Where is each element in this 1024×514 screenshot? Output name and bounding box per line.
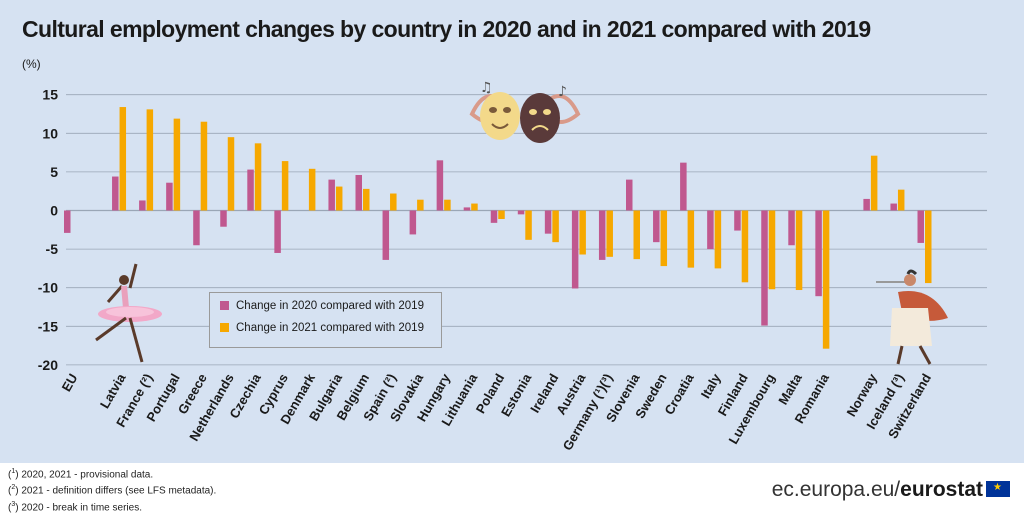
legend-item-2021: Change in 2021 compared with 2019 xyxy=(220,322,424,334)
svg-text:♫: ♫ xyxy=(480,80,493,96)
svg-text:♪: ♪ xyxy=(558,84,567,100)
footnote-3: (3) 2020 - break in time series. xyxy=(8,500,142,513)
legend-item-2020: Change in 2020 compared with 2019 xyxy=(220,300,424,312)
bar-2021 xyxy=(254,143,262,211)
bar-2020 xyxy=(598,210,606,260)
unit-label: (%) xyxy=(22,57,41,71)
bar-2021 xyxy=(363,188,370,211)
bar-2020 xyxy=(436,160,444,211)
bar-2021 xyxy=(687,210,695,268)
bar-2021 xyxy=(606,210,613,257)
ballet-dancer-icon xyxy=(95,263,162,363)
bar-2021 xyxy=(308,168,316,211)
bar-2021 xyxy=(390,193,397,211)
bar-2020 xyxy=(220,210,227,227)
bar-2020 xyxy=(274,210,281,253)
theatre-masks-icon: ♫ ♪ xyxy=(469,80,581,143)
bar-2021 xyxy=(281,161,289,211)
bar-2021 xyxy=(417,199,424,211)
bar-2020 xyxy=(139,200,146,211)
bar-2020 xyxy=(166,182,173,211)
bar-2020 xyxy=(490,210,498,223)
bar-2020 xyxy=(112,176,119,211)
bar-2020 xyxy=(382,210,390,260)
source-brand: eurostat xyxy=(900,478,983,501)
y-tick-label: -10 xyxy=(38,280,58,296)
bar-2021 xyxy=(870,155,878,211)
bar-2020 xyxy=(571,210,579,289)
source-credit: ec.europa.eu/eurostat xyxy=(772,478,1010,502)
y-tick-label: -20 xyxy=(38,357,58,373)
bar-2020 xyxy=(409,210,417,235)
bar-2021 xyxy=(552,210,559,243)
bar-2021 xyxy=(498,210,505,219)
bar-2020 xyxy=(653,210,660,243)
bar-2021 xyxy=(525,210,532,240)
bar-2021 xyxy=(444,199,451,211)
legend-swatch-2020 xyxy=(220,301,229,310)
bar-2021 xyxy=(471,203,478,211)
bar-2020 xyxy=(64,210,71,233)
bar-2021 xyxy=(795,210,803,291)
footnote-1: (1) 2020, 2021 - provisional data. xyxy=(8,468,154,481)
chart-title: Cultural employment changes by country i… xyxy=(22,16,871,42)
flute-player-icon xyxy=(876,269,948,365)
bar-2021 xyxy=(897,189,905,211)
y-tick-label: -5 xyxy=(46,241,59,257)
bar-2021 xyxy=(714,210,722,269)
bar-2020 xyxy=(355,174,362,211)
bar-2021 xyxy=(768,210,776,290)
y-tick-label: 15 xyxy=(42,87,58,103)
legend-label-2020: Change in 2020 compared with 2019 xyxy=(236,300,424,312)
bar-2021 xyxy=(579,210,586,255)
bar-2020 xyxy=(247,169,254,211)
bar-2020 xyxy=(761,210,768,326)
bar-2021 xyxy=(822,210,830,349)
y-tick-label: 5 xyxy=(50,164,58,180)
source-prefix: ec.europa.eu/ xyxy=(771,478,901,501)
bar-2020 xyxy=(544,210,552,234)
y-tick-label: 10 xyxy=(42,125,58,141)
footnotes: (1) 2020, 2021 - provisional data. (2) 2… xyxy=(8,465,216,514)
bar-2020 xyxy=(890,203,897,211)
bar-2021 xyxy=(119,107,127,211)
bar-2021 xyxy=(925,210,932,284)
bar-2020 xyxy=(917,210,924,243)
footnote-2: (2) 2021 - definition differs (see LFS m… xyxy=(8,484,217,497)
bar-2021 xyxy=(660,210,668,267)
bar-2021 xyxy=(227,137,235,211)
bar-2020 xyxy=(788,210,795,246)
bar-2021 xyxy=(200,121,208,211)
x-tick-label: Italy xyxy=(698,370,724,401)
y-tick-label: -15 xyxy=(38,318,58,334)
bar-2020 xyxy=(815,210,822,297)
bar-2020 xyxy=(193,210,200,246)
bar-2021 xyxy=(173,118,181,211)
bar-2020 xyxy=(707,210,714,250)
legend-swatch-2021 xyxy=(220,323,229,332)
bar-2021 xyxy=(335,186,343,211)
x-tick-label: EU xyxy=(59,371,81,394)
bar-2020 xyxy=(680,162,687,211)
y-tick-label: 0 xyxy=(50,203,58,219)
legend-label-2021: Change in 2021 compared with 2019 xyxy=(236,322,424,334)
chart-legend: Change in 2020 compared with 2019 Change… xyxy=(209,292,442,348)
chart-panel xyxy=(0,0,1024,463)
bar-2020 xyxy=(328,179,335,211)
bar-2020 xyxy=(734,210,741,231)
bar-2021 xyxy=(633,210,640,260)
bar-2020 xyxy=(626,179,633,211)
bar-2020 xyxy=(863,198,870,211)
eu-flag-icon xyxy=(986,481,1010,497)
bar-2020 xyxy=(517,210,525,215)
bar-2021 xyxy=(146,109,154,211)
bar-2021 xyxy=(741,210,749,283)
bar-2020 xyxy=(463,207,471,211)
